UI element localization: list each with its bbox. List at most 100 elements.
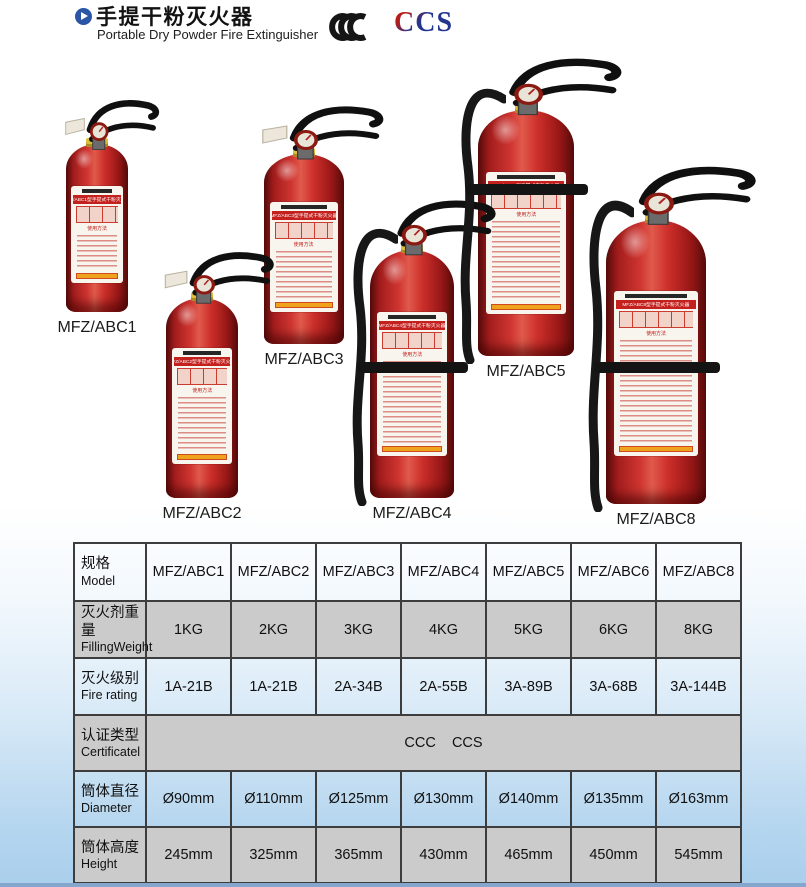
sticker-title-band: MFZ/ABC3型手提式干粉灭火器 [272,210,336,220]
extinguisher-head-icon [509,58,622,116]
product-sticker: MFZ/ABC5型手提式干粉灭火器 使用方法 [485,171,567,315]
table-cell: 8KG [655,599,742,660]
row-label-height: 筒体高度 Height [73,826,147,885]
row-label-fire-rating: 灭火级别 Fire rating [73,657,147,717]
spec-table: 规格 Model MFZ/ABC1 MFZ/ABC2 MFZ/ABC3 MFZ/… [73,542,742,885]
table-cell-certificate: CCC CCS [145,714,742,773]
extinguisher-head-icon [164,252,274,304]
row-label-model: 规格 Model [73,542,147,602]
table-cell: Ø125mm [315,770,402,829]
product-photo-mfz-abc3: MFZ/ABC3型手提式干粉灭火器 使用方法 MFZ/ABC3 [246,102,384,376]
product-model-label: MFZ/ABC8 [616,511,696,528]
product-model-label: MFZ/ABC5 [486,363,566,380]
table-row-height: 筒体高度 Height 245mm 325mm 365mm 430mm 465m… [73,826,742,885]
table-cell: 3KG [315,599,402,660]
product-sticker: MFZ/ABC4型手提式干粉灭火器 使用方法 [376,312,448,456]
product-photo-mfz-abc1: MFZ/ABC1型手提式干粉灭火器 使用方法 MFZ/ABC1 [48,96,159,344]
table-cell: 1A-21B [230,657,317,717]
table-cell: 3A-68B [570,657,657,717]
usage-header: 使用方法 [646,330,666,337]
product-sticker: MFZ/ABC2型手提式干粉灭火器 使用方法 [171,348,233,464]
warning-strip [176,454,228,460]
table-cell: MFZ/ABC8 [655,542,742,602]
hose-strap [466,184,588,195]
warning-strip [75,273,119,280]
cylinder-body: MFZ/ABC5型手提式干粉灭火器 使用方法 [478,110,574,356]
fine-print-lines [382,361,442,443]
table-cell: Ø140mm [485,770,572,829]
fine-print-lines [76,235,118,271]
usage-pictograms [619,311,693,328]
table-cell: 2A-34B [315,657,402,717]
hose-icon [352,228,398,506]
usage-header: 使用方法 [294,241,314,247]
table-cell: Ø110mm [230,770,317,829]
table-cell: 5KG [485,599,572,660]
product-photo-mfz-abc5: MFZ/ABC5型手提式干粉灭火器 使用方法 MFZ/ABC5 [460,54,622,388]
table-cell: MFZ/ABC5 [485,542,572,602]
table-cell: 430mm [400,826,487,885]
product-sticker: MFZ/ABC8型手提式干粉灭火器 使用方法 [614,291,698,456]
usage-pictograms [381,332,443,349]
table-row-certificate: 认证类型 Certificatel CCC CCS [73,714,742,773]
cylinder-body: MFZ/ABC3型手提式干粉灭火器 使用方法 [264,154,344,344]
hose-icon [588,200,634,512]
table-cell: 545mm [655,826,742,885]
product-model-label: MFZ/ABC2 [162,505,242,522]
hose-strap [594,362,720,373]
table-cell: MFZ/ABC4 [400,542,487,602]
table-cell: MFZ/ABC6 [570,542,657,602]
barcode-strip [387,315,437,319]
ccc-certification-icon [329,13,367,41]
warning-strip [275,301,333,308]
usage-header: 使用方法 [402,351,422,358]
table-cell: 450mm [570,826,657,885]
bullet-play-icon [75,8,92,25]
table-row-fire-rating: 灭火级别 Fire rating 1A-21B 1A-21B 2A-34B 2A… [73,657,742,717]
row-label-diameter: 筒体直径 Diameter [73,770,147,829]
table-cell: Ø130mm [400,770,487,829]
page-subtitle: Portable Dry Powder Fire Extinguisher [97,27,319,42]
usage-pictograms [275,221,333,239]
table-cell: 2A-55B [400,657,487,717]
product-model-label: MFZ/ABC3 [264,351,344,368]
table-cell: 1A-21B [145,657,232,717]
product-photo-mfz-abc8: MFZ/ABC8型手提式干粉灭火器 使用方法 MFZ/ABC8 [588,162,756,536]
table-row-filling-weight: 灭火剂重量 FillingWeight 1KG 2KG 3KG 4KG 5KG … [73,599,742,660]
table-cell: 2KG [230,599,317,660]
barcode-strip [281,204,327,209]
warning-strip [381,445,443,452]
extinguisher-head-icon [262,106,384,160]
sticker-title-band: MFZ/ABC1型手提式干粉灭火器 [72,195,122,204]
cylinder-body: MFZ/ABC1型手提式干粉灭火器 使用方法 [66,144,128,312]
usage-pictograms [176,368,228,385]
row-label-certificate: 认证类型 Certificatel [73,714,147,773]
sticker-title-band: MFZ/ABC4型手提式干粉灭火器 [378,321,446,330]
table-cell: 3A-144B [655,657,742,717]
usage-pictograms [75,206,119,223]
table-cell: 245mm [145,826,232,885]
product-photo-mfz-abc4: MFZ/ABC4型手提式干粉灭火器 使用方法 MFZ/ABC4 [352,196,496,530]
page-title: 手提干粉灭火器 [96,6,254,29]
table-cell: 465mm [485,826,572,885]
table-row-model: 规格 Model MFZ/ABC1 MFZ/ABC2 MFZ/ABC3 MFZ/… [73,542,742,602]
usage-header: 使用方法 [192,387,212,394]
table-cell: Ø163mm [655,770,742,829]
table-cell: 1KG [145,599,232,660]
product-model-label: MFZ/ABC4 [372,505,452,522]
sticker-title-band: MFZ/ABC2型手提式干粉灭火器 [173,357,231,366]
table-cell: 365mm [315,826,402,885]
product-sticker: MFZ/ABC3型手提式干粉灭火器 使用方法 [270,201,338,312]
extinguisher-head-icon [397,200,496,256]
extinguisher-head-icon [64,100,159,150]
product-sticker: MFZ/ABC1型手提式干粉灭火器 使用方法 [70,186,124,284]
table-row-diameter: 筒体直径 Diameter Ø90mm Ø110mm Ø125mm Ø130mm… [73,770,742,829]
warning-strip [490,304,562,311]
table-cell: Ø90mm [145,770,232,829]
table-cell: MFZ/ABC2 [230,542,317,602]
table-cell: 6KG [570,599,657,660]
table-cell: MFZ/ABC1 [145,542,232,602]
table-cell: 4KG [400,599,487,660]
barcode-strip [625,294,687,298]
